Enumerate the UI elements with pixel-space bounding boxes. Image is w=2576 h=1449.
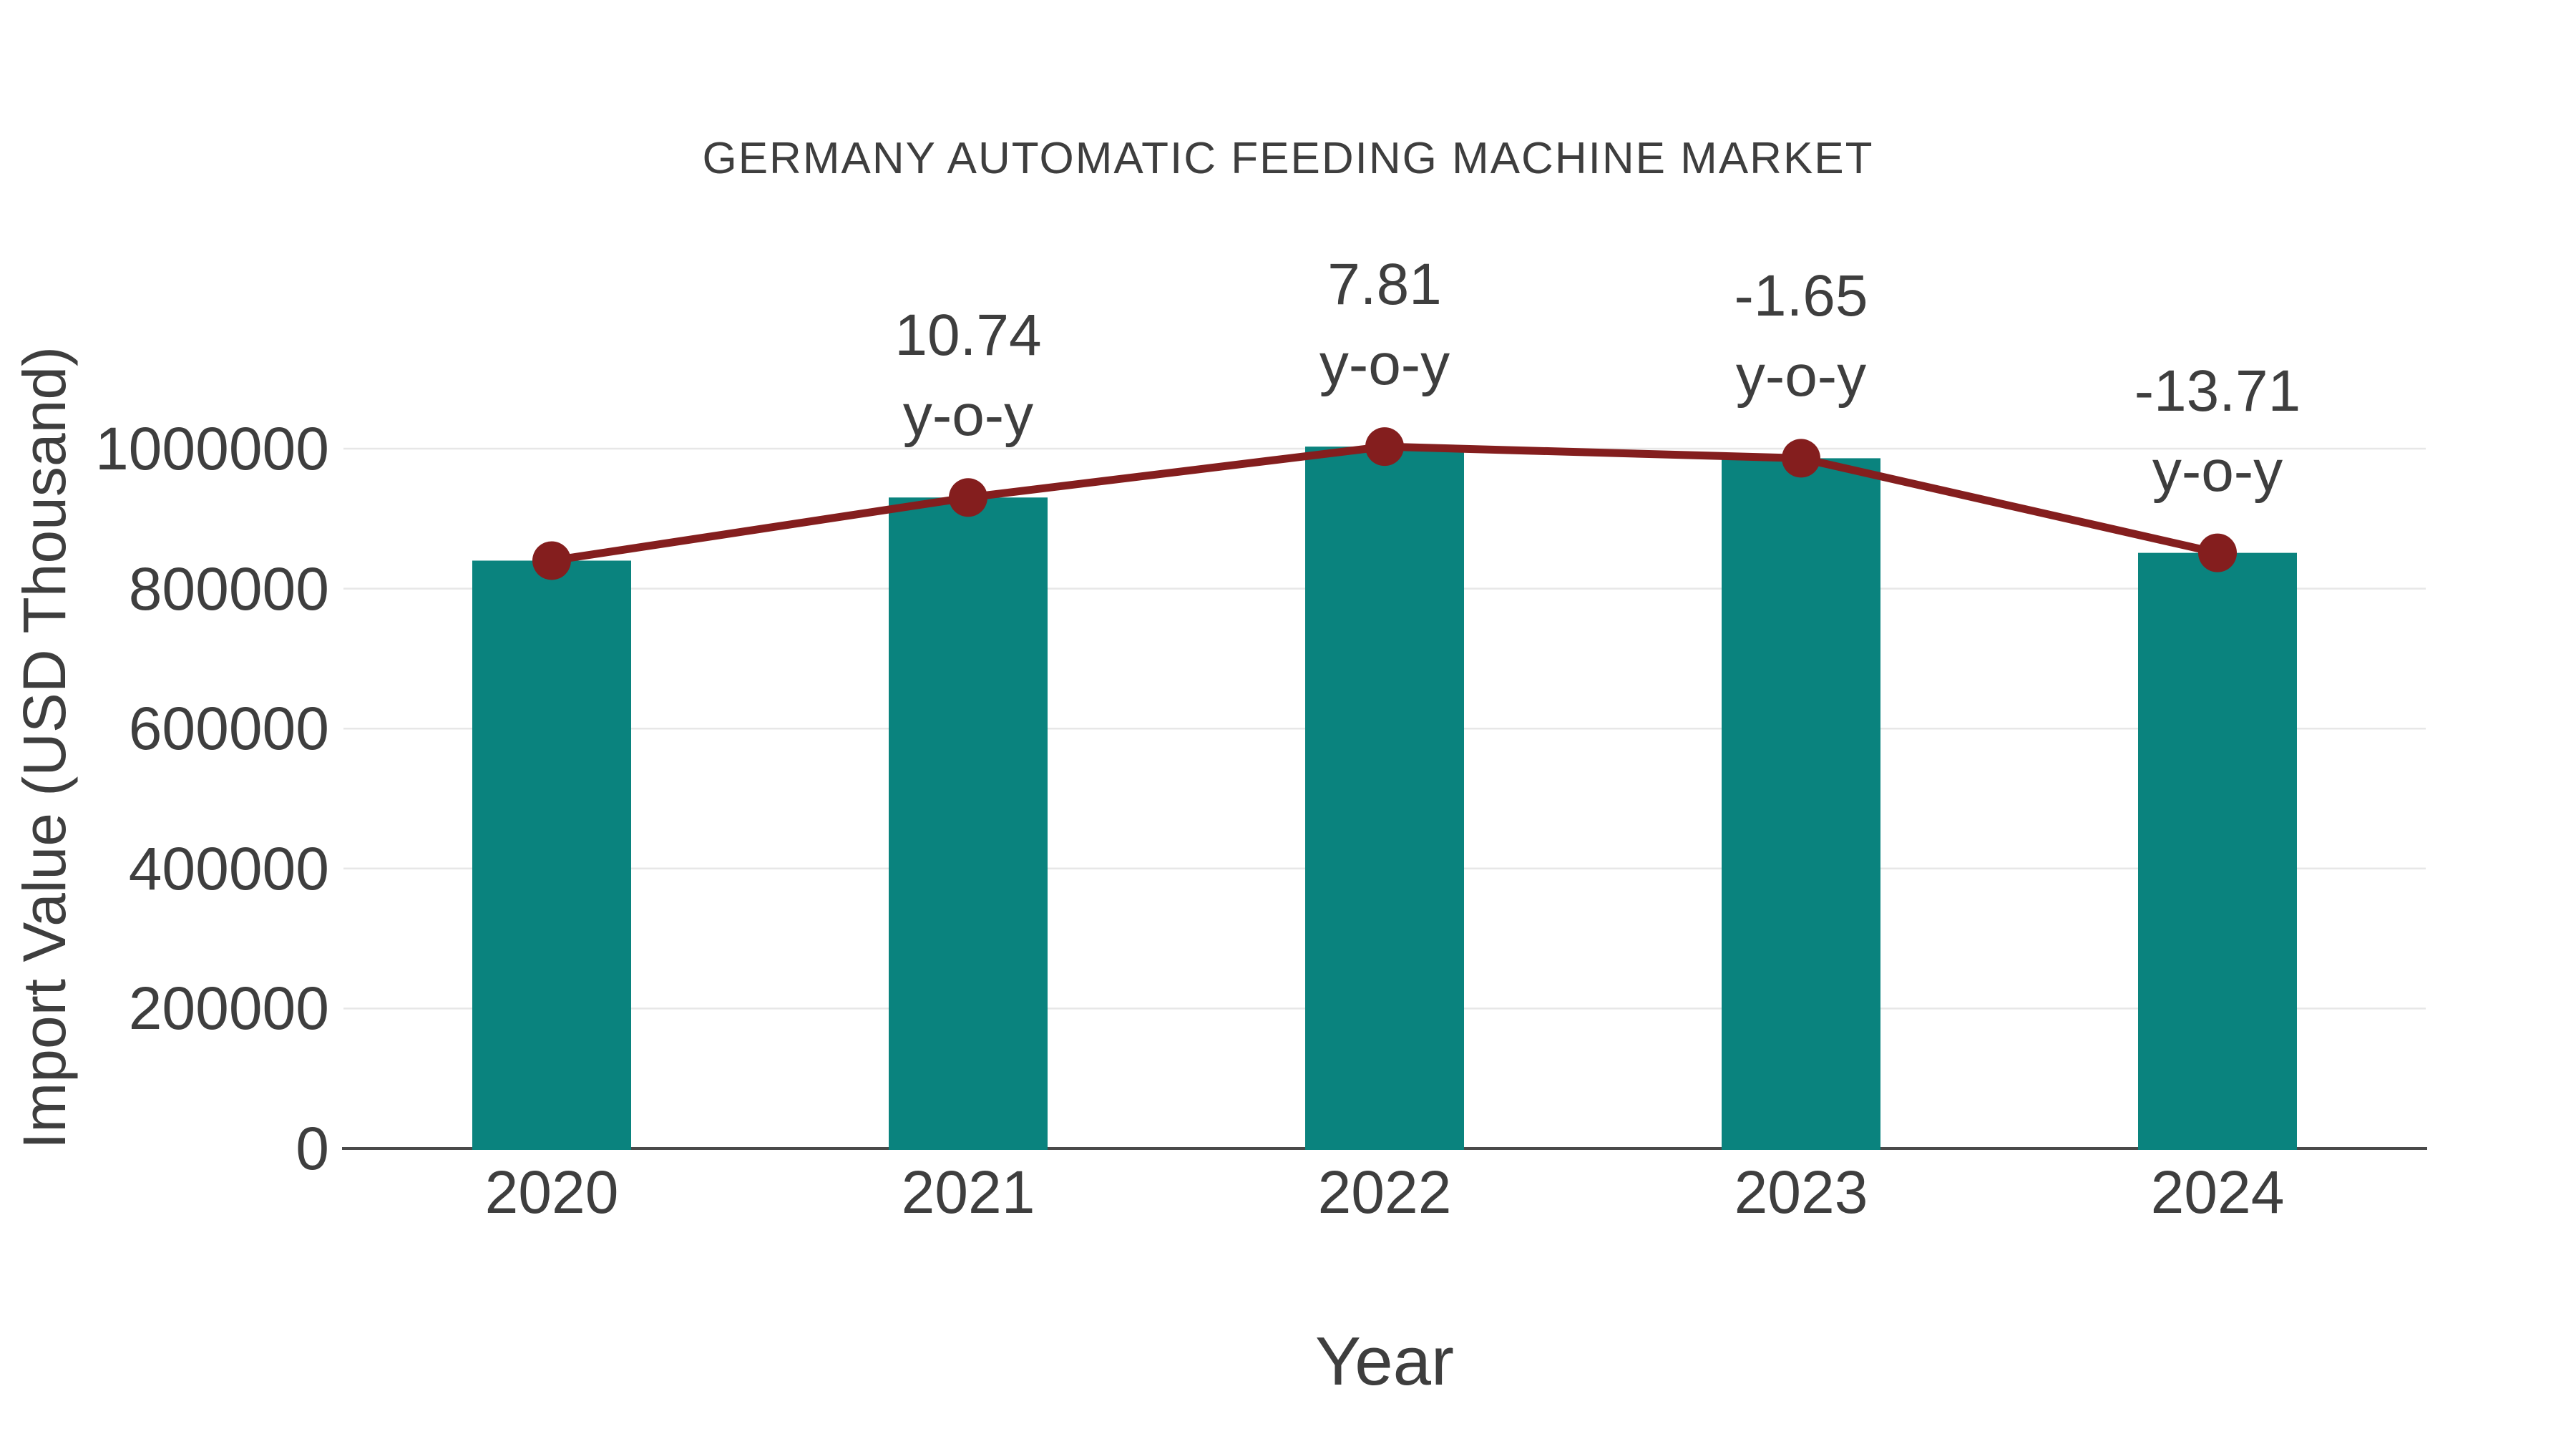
bar-2022 [1305, 447, 1464, 1150]
marker-2024 [2198, 533, 2237, 572]
marker-2022 [1365, 427, 1404, 467]
yoy-value-2022: 7.81 [1327, 252, 1442, 318]
chart-title: GERMANY AUTOMATIC FEEDING MACHINE MARKET [702, 134, 1874, 183]
x-axis-title: Year [1315, 1323, 1454, 1400]
yoy-unit-2021: y-o-y [902, 383, 1034, 449]
marker-2021 [949, 478, 987, 517]
x-tick-label-2021: 2021 [901, 1158, 1035, 1226]
yoy-annotation-2024: -13.71 y-o-y [1931, 351, 2504, 512]
marker-2023 [1782, 439, 1820, 478]
yoy-annotation-2022: 7.81 y-o-y [1098, 245, 1671, 405]
y-tick-label-1000000: 1000000 [94, 415, 329, 482]
y-tick-label-600000: 600000 [128, 695, 329, 763]
yoy-value-2023: -1.65 [1734, 263, 1868, 329]
yoy-annotation-2021: 10.74 y-o-y [682, 296, 1254, 456]
yoy-unit-2022: y-o-y [1319, 332, 1450, 398]
yoy-unit-2024: y-o-y [2152, 438, 2283, 504]
marker-2020 [532, 541, 571, 580]
x-tick-label-2020: 2020 [484, 1158, 619, 1226]
yoy-unit-2023: y-o-y [1735, 343, 1867, 409]
y-tick-label-200000: 200000 [128, 975, 329, 1043]
bar-2024 [2138, 552, 2297, 1150]
bar-2021 [889, 497, 1048, 1150]
y-tick-label-0: 0 [296, 1115, 329, 1182]
yoy-value-2024: -13.71 [2134, 358, 2301, 424]
x-tick-label-2024: 2024 [2150, 1158, 2285, 1226]
x-tick-label-2023: 2023 [1734, 1158, 1868, 1226]
x-tick-label-2022: 2022 [1317, 1158, 1452, 1226]
yoy-value-2021: 10.74 [894, 303, 1042, 369]
bar-2023 [1722, 458, 1880, 1150]
bar-2020 [472, 560, 631, 1150]
yoy-annotation-2023: -1.65 y-o-y [1515, 256, 2087, 416]
y-tick-label-800000: 800000 [128, 555, 329, 623]
y-tick-label-400000: 400000 [128, 834, 329, 902]
